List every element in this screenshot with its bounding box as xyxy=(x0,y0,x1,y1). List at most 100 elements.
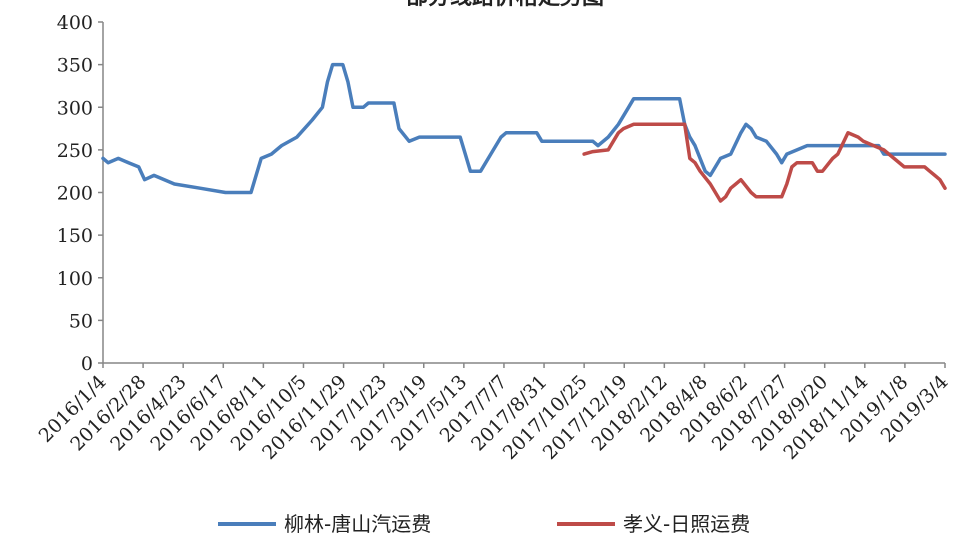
data-point xyxy=(894,158,895,159)
data-point xyxy=(342,64,343,65)
data-point xyxy=(608,137,609,138)
data-point xyxy=(490,154,491,155)
data-point xyxy=(725,196,726,197)
data-point xyxy=(832,158,833,159)
data-point xyxy=(312,120,313,121)
legend-item-1: 柳林-唐山汽运费 xyxy=(218,512,431,536)
data-point xyxy=(460,137,461,138)
data-point xyxy=(353,107,354,108)
data-point xyxy=(797,162,798,163)
data-point xyxy=(945,188,946,189)
y-tick-label: 200 xyxy=(57,183,93,205)
data-point xyxy=(103,158,104,159)
data-point xyxy=(939,179,940,180)
data-point xyxy=(618,132,619,133)
data-point xyxy=(200,188,201,189)
y-tick-label: 100 xyxy=(57,268,93,290)
y-tick-label: 50 xyxy=(69,310,93,332)
legend-item-2: 孝义-日照运费 xyxy=(557,512,750,536)
series-1 xyxy=(101,62,947,195)
data-point xyxy=(592,151,593,152)
data-point xyxy=(812,162,813,163)
data-point xyxy=(251,192,252,193)
data-point xyxy=(756,137,757,138)
data-point xyxy=(592,141,593,142)
data-point xyxy=(848,132,849,133)
y-tick-label: 150 xyxy=(57,225,93,247)
data-point xyxy=(822,171,823,172)
chart-title: 部分线路价格走势图 xyxy=(406,0,604,10)
data-point xyxy=(327,81,328,82)
data-point xyxy=(633,124,634,125)
series-layer xyxy=(101,62,947,203)
y-tick-label: 250 xyxy=(57,140,93,162)
data-point xyxy=(598,145,599,146)
data-point xyxy=(710,175,711,176)
data-point xyxy=(858,145,859,146)
data-point xyxy=(174,184,175,185)
legend-label: 柳林-唐山汽运费 xyxy=(284,512,431,536)
y-tick-label: 0 xyxy=(81,353,93,375)
data-point xyxy=(138,166,139,167)
data-point xyxy=(679,98,680,99)
data-point xyxy=(817,171,818,172)
data-point xyxy=(934,175,935,176)
data-point xyxy=(322,107,323,108)
data-point xyxy=(465,154,466,155)
data-point xyxy=(368,103,369,104)
data-point xyxy=(261,158,262,159)
data-point xyxy=(873,145,874,146)
data-point xyxy=(904,166,905,167)
data-point xyxy=(730,188,731,189)
data-point xyxy=(766,141,767,142)
data-point xyxy=(781,162,782,163)
data-point xyxy=(628,107,629,108)
data-point xyxy=(256,175,257,176)
data-point xyxy=(689,158,690,159)
data-point xyxy=(633,98,634,99)
data-point xyxy=(689,137,690,138)
data-point xyxy=(536,132,537,133)
data-point xyxy=(740,132,741,133)
data-point xyxy=(700,171,701,172)
data-point xyxy=(781,196,782,197)
data-point xyxy=(363,107,364,108)
data-point xyxy=(945,154,946,155)
data-point xyxy=(858,137,859,138)
data-point xyxy=(480,171,481,172)
data-point xyxy=(393,103,394,104)
data-point xyxy=(710,184,711,185)
data-point xyxy=(271,154,272,155)
data-point xyxy=(883,149,884,150)
data-point xyxy=(506,132,507,133)
data-point xyxy=(837,154,838,155)
data-point xyxy=(751,192,752,193)
data-point xyxy=(730,154,731,155)
data-point xyxy=(684,124,685,125)
data-point xyxy=(751,128,752,129)
data-point xyxy=(128,162,129,163)
axes: 0501001502002503003504002016/1/42016/2/2… xyxy=(35,12,953,464)
data-point xyxy=(720,201,721,202)
data-point xyxy=(541,141,542,142)
data-point xyxy=(281,145,282,146)
data-point xyxy=(807,145,808,146)
data-point xyxy=(756,196,757,197)
series-2 xyxy=(582,122,947,203)
data-point xyxy=(296,137,297,138)
data-point xyxy=(399,128,400,129)
data-point xyxy=(584,154,585,155)
y-tick-label: 300 xyxy=(57,97,93,119)
data-point xyxy=(608,149,609,150)
data-point xyxy=(695,145,696,146)
data-point xyxy=(735,184,736,185)
data-point xyxy=(347,81,348,82)
data-point xyxy=(409,141,410,142)
data-point xyxy=(332,64,333,65)
legend-label: 孝义-日照运费 xyxy=(623,512,750,536)
data-point xyxy=(501,137,502,138)
data-point xyxy=(863,141,864,142)
data-point xyxy=(740,179,741,180)
data-point xyxy=(786,154,787,155)
data-point xyxy=(929,171,930,172)
